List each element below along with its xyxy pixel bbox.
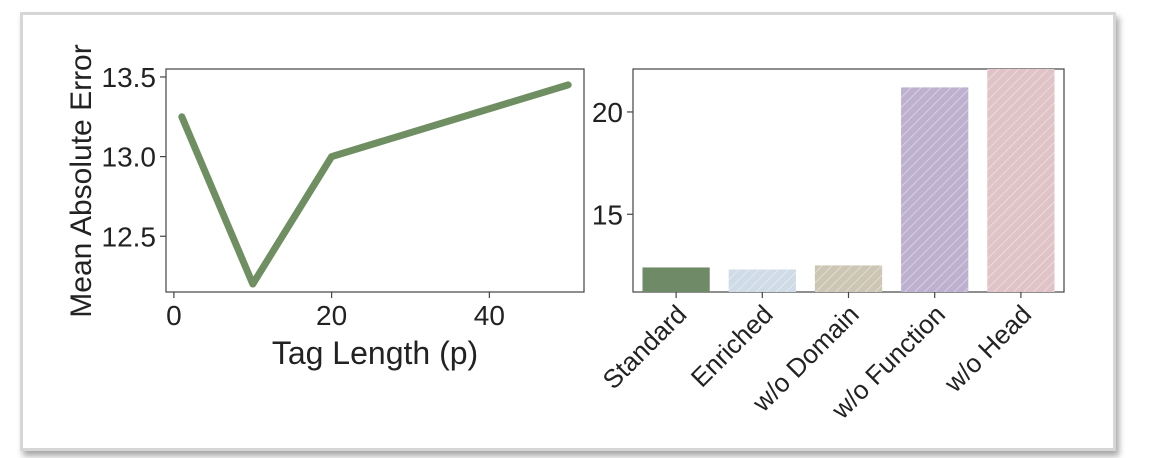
y-tick-label: 12.5 — [102, 221, 157, 252]
figure: 12.5 13.0 13.5 0 20 40 Tag Length (p) Mean A… — [65, 44, 1065, 425]
bar-hatch — [987, 69, 1055, 292]
x-tick-label: 0 — [166, 300, 182, 331]
y-tick-label: 15 — [592, 199, 623, 230]
x-tick-label: w/o Head — [938, 299, 1038, 399]
bar-hatch — [814, 265, 883, 292]
figure-frame: 12.5 13.0 13.5 0 20 40 Tag Length (p) Mean A… — [20, 12, 1116, 451]
line-series — [178, 81, 572, 288]
bar-hatch — [728, 269, 796, 292]
y-axis-label: Mean Absolute Error — [65, 44, 98, 317]
x-tick-label: 40 — [474, 300, 505, 331]
line-chart: 12.5 13.0 13.5 0 20 40 Tag Length (p) Mean A… — [65, 44, 585, 371]
y-tick-label: 13.0 — [102, 142, 157, 173]
x-tick-label: Standard — [597, 299, 693, 395]
x-tick-label: 20 — [316, 300, 347, 331]
x-axis-label: Tag Length (p) — [272, 335, 478, 371]
line-plot-area — [165, 68, 585, 293]
bar-hatch — [901, 87, 969, 292]
y-tick-label: 13.5 — [102, 62, 157, 93]
y-tick-label: 20 — [592, 97, 623, 128]
bar — [642, 267, 710, 292]
